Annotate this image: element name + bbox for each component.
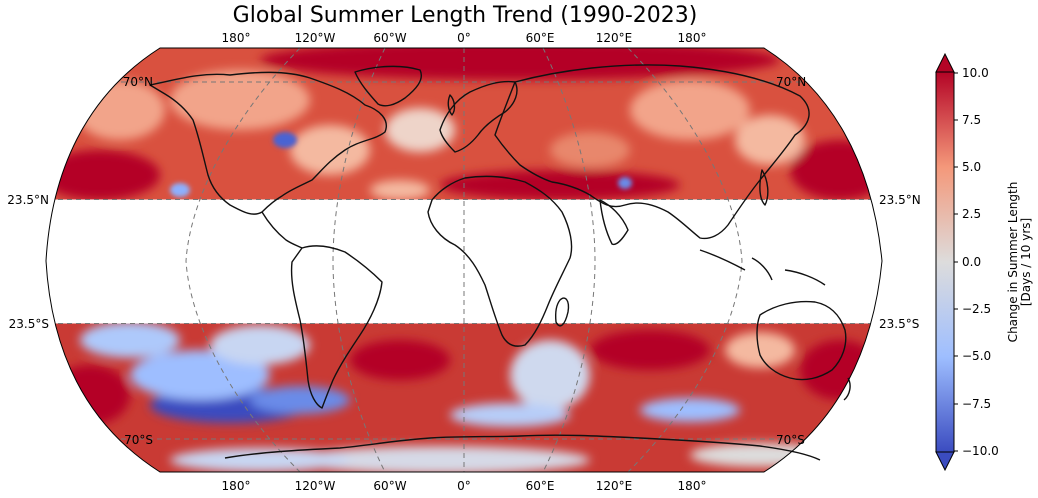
lon-label: 120°W	[295, 479, 336, 493]
lat-labels: 70°N 70°N 23.5°N 23.5°N 23.5°S 23.5°S 70…	[7, 75, 920, 447]
lat-label-70s-left: 70°S	[124, 433, 153, 447]
lon-label: 60°W	[373, 479, 406, 493]
colorbar-label-line1: Change in Summer Length	[1006, 182, 1020, 343]
lon-label: 180°	[678, 31, 707, 45]
trend-field	[46, 48, 882, 472]
lon-label: 0°	[457, 479, 471, 493]
graticule	[46, 48, 882, 472]
coastlines	[149, 64, 851, 461]
lon-label: 120°W	[295, 31, 336, 45]
colorbar-tick: 5.0	[962, 160, 981, 174]
colorbar-label-line2: [Days / 10 yrs]	[1019, 218, 1033, 306]
lat-label-70n-left: 70°N	[123, 75, 153, 89]
lat-label-23s-right: 23.5°S	[879, 317, 919, 331]
colorbar-tick: −5.0	[962, 349, 991, 363]
colorbar-tick: −7.5	[962, 397, 991, 411]
lat-label-23n-right: 23.5°N	[879, 193, 921, 207]
colorbar-tick: −10.0	[962, 444, 999, 458]
lat-label-23s-left: 23.5°S	[9, 317, 49, 331]
colorbar-tick: 0.0	[962, 255, 981, 269]
lat-label-23n-left: 23.5°N	[7, 193, 49, 207]
lon-label: 120°E	[596, 479, 633, 493]
colorbar-tick: −2.5	[962, 302, 991, 316]
lon-label: 60°W	[373, 31, 406, 45]
lon-label: 180°	[222, 31, 251, 45]
bottom-lon-labels: 180° 120°W 60°W 0° 60°E 120°E 180°	[222, 479, 707, 493]
lon-label: 60°E	[526, 479, 555, 493]
lon-label: 120°E	[596, 31, 633, 45]
lat-label-70n-right: 70°N	[776, 75, 806, 89]
lon-label: 180°	[222, 479, 251, 493]
colorbar-extend-max	[935, 52, 955, 73]
lon-label: 180°	[678, 479, 707, 493]
colorbar-tick: 2.5	[962, 207, 981, 221]
colorbar-extend-min	[935, 451, 955, 472]
colorbar: 10.0 7.5 5.0 2.5 0.0 −2.5 −5.0 −7.5 −10.…	[935, 52, 1033, 472]
colorbar-tick: 10.0	[962, 66, 989, 80]
colorbar-gradient	[935, 71, 955, 453]
colorbar-tick: 7.5	[962, 113, 981, 127]
top-lon-labels: 180° 120°W 60°W 0° 60°E 120°E 180°	[222, 31, 707, 45]
lat-label-70s-right: 70°S	[776, 433, 805, 447]
lon-label: 60°E	[526, 31, 555, 45]
lon-label: 0°	[457, 31, 471, 45]
globe-outline	[45, 47, 883, 473]
map-title: Global Summer Length Trend (1990-2023)	[232, 3, 698, 28]
